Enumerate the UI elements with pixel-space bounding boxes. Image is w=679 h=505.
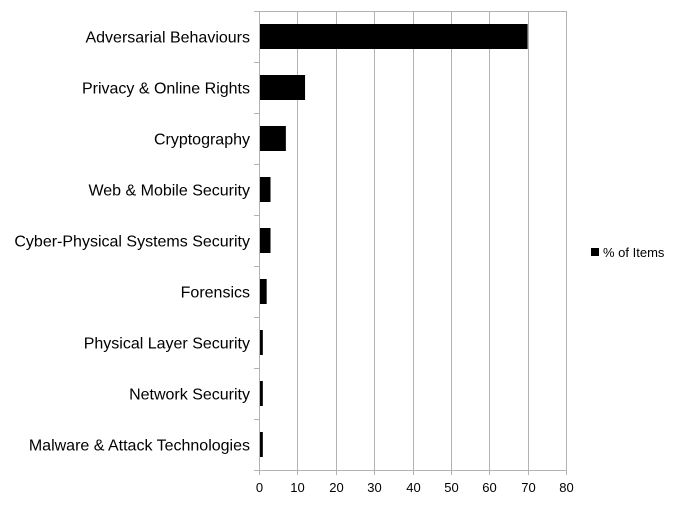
bar <box>259 177 271 202</box>
x-tick-label: 0 <box>256 480 263 495</box>
bar <box>259 279 267 304</box>
category-label: Web & Mobile Security <box>88 183 250 200</box>
category-label: Malware & Attack Technologies <box>29 438 250 455</box>
legend: % of Items <box>591 245 665 260</box>
legend-label: % of Items <box>603 245 665 260</box>
x-tick-label: 60 <box>482 480 496 495</box>
bar <box>259 24 528 49</box>
bars <box>259 24 528 457</box>
category-label: Physical Layer Security <box>84 336 250 353</box>
axes <box>254 11 567 475</box>
category-labels: Adversarial Behaviours Privacy & Online R… <box>14 30 250 455</box>
category-label: Adversarial Behaviours <box>85 30 250 47</box>
x-tick-label: 70 <box>521 480 535 495</box>
bar <box>259 330 263 355</box>
x-tick-label: 50 <box>444 480 458 495</box>
gridlines <box>259 11 567 470</box>
category-label: Cyber-Physical Systems Security <box>14 234 250 251</box>
bar <box>259 432 263 457</box>
category-label: Privacy & Online Rights <box>82 81 250 98</box>
x-tick-label: 10 <box>290 480 304 495</box>
bar <box>259 126 286 151</box>
legend-swatch <box>591 248 599 256</box>
bar <box>259 228 271 253</box>
x-tick-labels: 0 10 20 30 40 50 60 70 80 <box>256 480 574 495</box>
x-tick-label: 30 <box>367 480 381 495</box>
bar <box>259 75 306 100</box>
x-tick-label: 20 <box>329 480 343 495</box>
category-label: Cryptography <box>154 132 250 149</box>
category-label: Network Security <box>129 387 250 404</box>
category-label: Forensics <box>181 285 250 302</box>
bar <box>259 381 263 406</box>
x-tick-label: 40 <box>406 480 420 495</box>
x-tick-label: 80 <box>559 480 573 495</box>
